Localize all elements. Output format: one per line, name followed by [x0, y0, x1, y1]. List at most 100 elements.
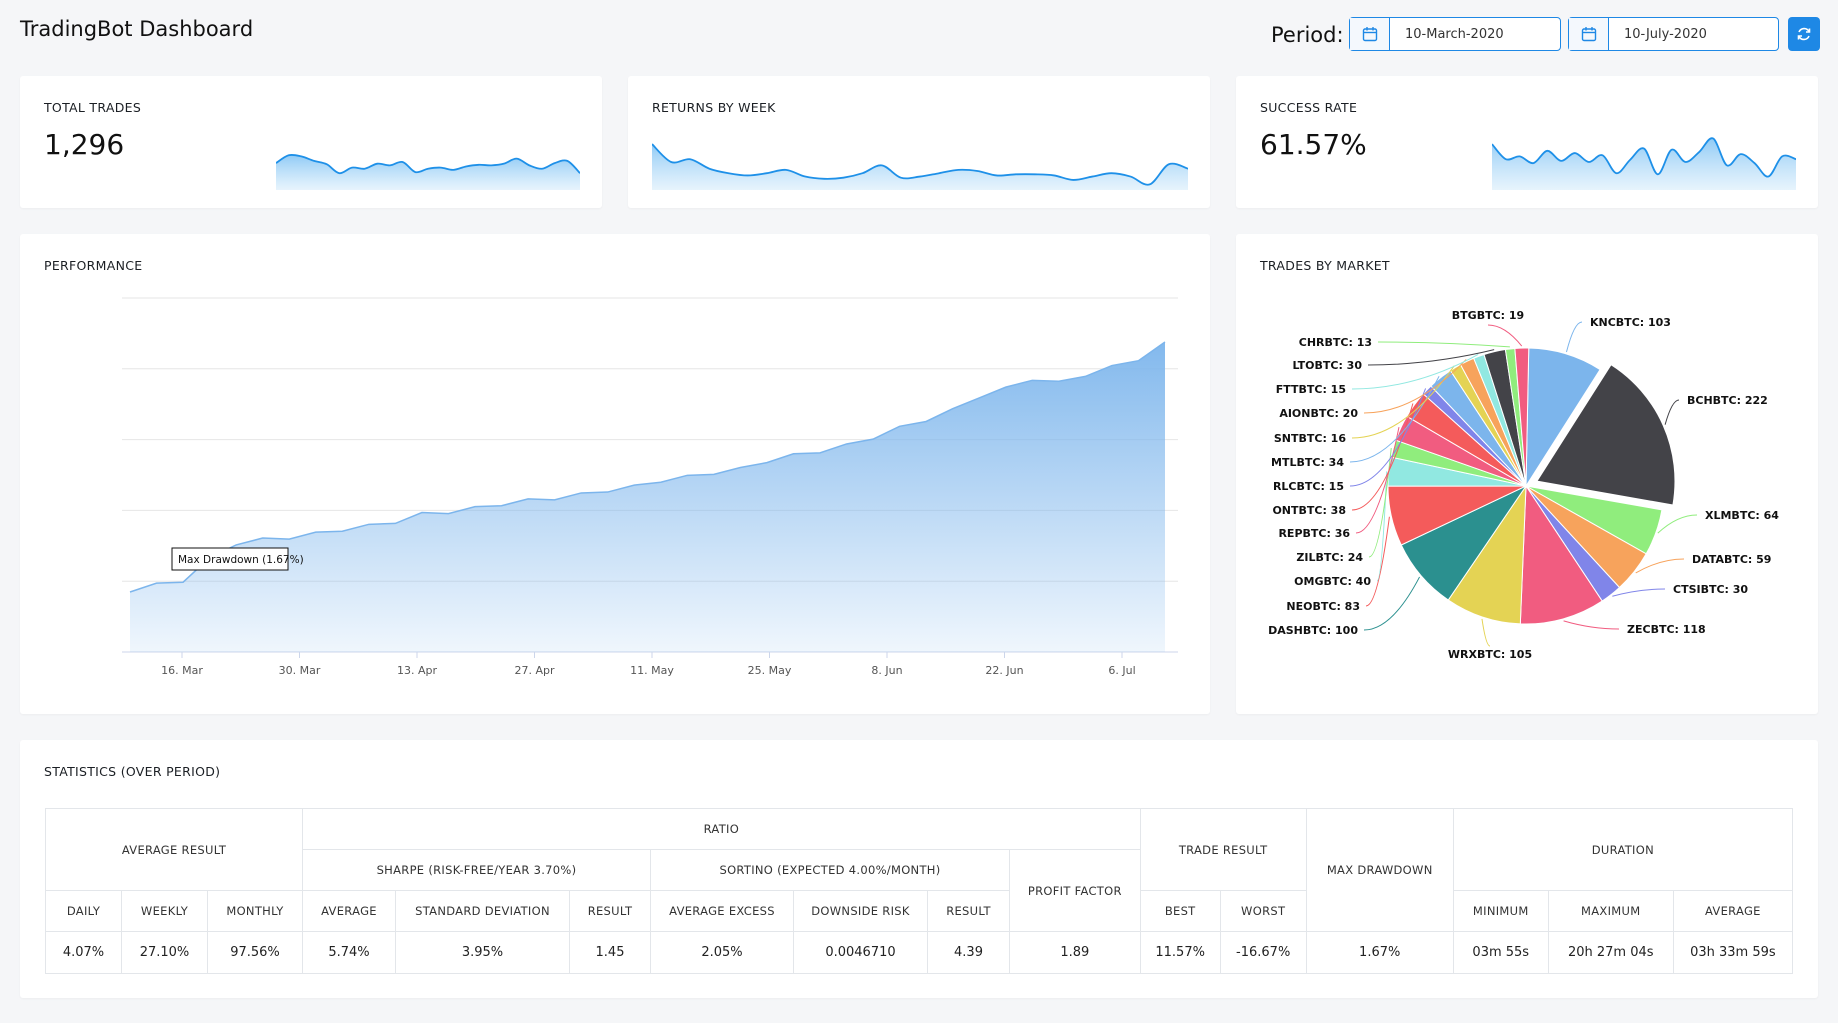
table-row: 4.07% 27.10% 97.56% 5.74% 3.95% 1.45 2.0… — [45, 931, 1794, 974]
value-duration-min: 03m 55s — [1452, 931, 1549, 974]
x-tick-label: 13. Apr — [397, 664, 437, 677]
success-rate-card: SUCCESS RATE 61.57% — [1236, 76, 1818, 208]
end-date-picker[interactable]: 10-July-2020 — [1568, 17, 1779, 51]
pie-label: BCHBTC: 222 — [1687, 394, 1768, 407]
pie-label: SNTBTC: 16 — [1274, 432, 1346, 445]
header-minimum: MINIMUM — [1452, 890, 1549, 932]
value-profit-factor: 1.89 — [1009, 931, 1141, 974]
pie-label: CHRBTC: 13 — [1299, 336, 1372, 349]
x-tick-label: 6. Jul — [1108, 664, 1135, 677]
header-trade-result: TRADE RESULT — [1139, 808, 1307, 891]
sparkline-line — [652, 143, 1188, 186]
value-daily: 4.07% — [45, 931, 122, 974]
performance-chart[interactable]: 16. Mar 30. Mar 13. Apr 27. Apr 11. May 25. M… — [20, 234, 1210, 714]
pie-label: MTLBTC: 34 — [1271, 456, 1344, 469]
value-sortino-downside: 0.0046710 — [793, 931, 928, 974]
x-tick-label: 30. Mar — [279, 664, 321, 677]
statistics-table: AVERAGE RESULT RATIO TRADE RESULT MAX DR… — [45, 808, 1794, 974]
header-maximum: MAXIMUM — [1547, 890, 1674, 932]
sparkline-area — [1492, 138, 1796, 190]
connector-line — [1563, 620, 1620, 630]
success-rate-sparkline — [1492, 137, 1796, 190]
pie-label: KNCBTC: 103 — [1590, 316, 1671, 329]
total-trades-sparkline — [276, 153, 580, 190]
pie-label: BTGBTC: 19 — [1452, 309, 1524, 322]
end-date-input[interactable]: 10-July-2020 — [1624, 26, 1707, 42]
pie-label: DASHBTC: 100 — [1268, 624, 1358, 637]
connector-line — [1481, 618, 1491, 647]
pie-label: ZILBTC: 24 — [1296, 551, 1363, 564]
start-date-picker[interactable]: 10-March-2020 — [1349, 17, 1561, 51]
sparkline-line — [276, 153, 580, 175]
pie-label: AIONBTC: 20 — [1279, 407, 1358, 420]
header-monthly: MONTHLY — [207, 890, 303, 932]
header-duration: DURATION — [1452, 808, 1794, 891]
performance-card: PERFORMANCE 16. Mar 30. Mar 13. Apr 27. Apr… — [20, 234, 1210, 714]
card-title: SUCCESS RATE — [1260, 100, 1358, 115]
pie-label: FTTBTC: 15 — [1276, 383, 1346, 396]
pie-label: WRXBTC: 105 — [1448, 648, 1532, 661]
pie-label: LTOBTC: 30 — [1292, 359, 1362, 372]
pie-slice-zecbtc — [1519, 484, 1603, 625]
sparkline-area — [276, 154, 580, 190]
connector-line — [1612, 588, 1666, 597]
x-tick-label: 27. Apr — [514, 664, 554, 677]
value-weekly: 27.10% — [121, 931, 208, 974]
header-worst: WORST — [1219, 890, 1307, 932]
x-tick-label: 22. Jun — [985, 664, 1023, 677]
connector-line — [1664, 399, 1680, 425]
header-sortino: SORTINO (EXPECTED 4.00%/MONTH) — [650, 849, 1010, 891]
connector-line — [1355, 427, 1400, 534]
card-title: RETURNS BY WEEK — [652, 100, 776, 115]
pie-label: RLCBTC: 15 — [1273, 480, 1344, 493]
connector-line — [1657, 514, 1698, 534]
connector-line — [1351, 353, 1479, 390]
header-average-result: AVERAGE RESULT — [45, 808, 303, 891]
connector-line — [1565, 321, 1583, 353]
value-sharpe-std: 3.95% — [395, 931, 570, 974]
trades-by-market-pie[interactable]: KNCBTC: 103 BCHBTC: 222 XLMBTC: 64 DATABTC:… — [1236, 234, 1818, 714]
connector-line — [1635, 558, 1685, 574]
value-duration-avg: 03h 33m 59s — [1672, 931, 1794, 974]
returns-by-week-card: RETURNS BY WEEK — [628, 76, 1210, 208]
header-ratio: RATIO — [302, 808, 1141, 850]
header-daily: DAILY — [45, 890, 122, 932]
calendar-icon[interactable] — [1569, 18, 1609, 50]
pie-label: ONTBTC: 38 — [1272, 504, 1346, 517]
period-label: Period: — [1271, 23, 1344, 47]
success-rate-value: 61.57% — [1260, 128, 1367, 161]
connector-line — [1351, 403, 1414, 511]
card-title: PERFORMANCE — [44, 258, 143, 273]
performance-line — [129, 341, 1166, 593]
pie-label: DATABTC: 59 — [1692, 553, 1771, 566]
total-trades-value: 1,296 — [44, 128, 125, 161]
refresh-button[interactable] — [1788, 17, 1820, 51]
header-duration-average: AVERAGE — [1672, 890, 1794, 932]
connector-line — [1349, 376, 1440, 463]
pie-label: CTSIBTC: 30 — [1673, 583, 1748, 596]
pie-label: ZECBTC: 118 — [1627, 623, 1706, 636]
sparkline-area — [652, 144, 1188, 190]
connector-line — [1365, 516, 1390, 607]
performance-area — [130, 342, 1165, 652]
card-title: STATISTICS (OVER PERIOD) — [44, 764, 221, 779]
value-best: 11.57% — [1139, 931, 1221, 974]
sparkline-line — [1492, 137, 1796, 178]
start-date-input[interactable]: 10-March-2020 — [1405, 26, 1504, 42]
header-best: BEST — [1139, 890, 1221, 932]
page-title: TradingBot Dashboard — [20, 17, 254, 41]
returns-sparkline — [652, 143, 1188, 190]
value-sharpe-average: 5.74% — [302, 931, 396, 974]
total-trades-card: TOTAL TRADES 1,296 — [20, 76, 602, 208]
value-monthly: 97.56% — [207, 931, 303, 974]
value-sortino-result: 4.39 — [927, 931, 1010, 974]
value-worst: -16.67% — [1219, 931, 1307, 974]
header-sharpe: SHARPE (RISK-FREE/YEAR 3.70%) — [302, 849, 651, 891]
calendar-icon[interactable] — [1350, 18, 1390, 50]
pie-slice-btgbtc — [1514, 347, 1530, 487]
x-tick-label: 11. May — [630, 664, 674, 677]
header-standard-deviation: STANDARD DEVIATION — [395, 890, 570, 932]
header-profit-factor: PROFIT FACTOR — [1009, 849, 1141, 932]
pie-label: REPBTC: 36 — [1278, 527, 1350, 540]
header-sortino-result: RESULT — [927, 890, 1010, 932]
